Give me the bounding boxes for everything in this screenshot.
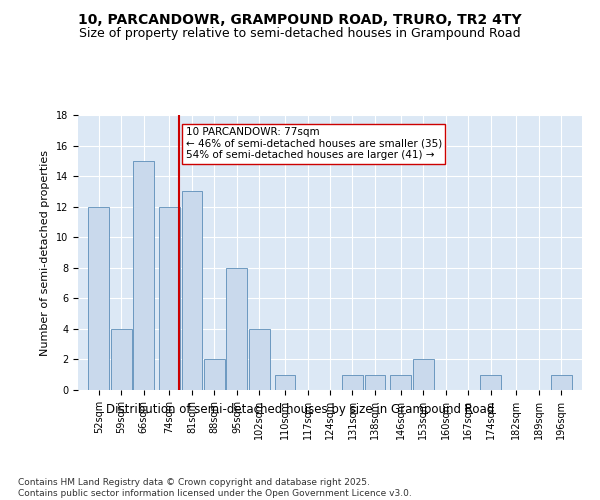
Bar [342,374,363,390]
Y-axis label: Number of semi-detached properties: Number of semi-detached properties [40,150,50,356]
Bar [226,268,247,390]
Bar [365,374,385,390]
Text: Distribution of semi-detached houses by size in Grampound Road: Distribution of semi-detached houses by … [106,402,494,415]
Bar [480,374,501,390]
Bar [182,192,202,390]
Bar [204,360,225,390]
Text: Size of property relative to semi-detached houses in Grampound Road: Size of property relative to semi-detach… [79,28,521,40]
Bar [88,206,109,390]
Text: 10 PARCANDOWR: 77sqm
← 46% of semi-detached houses are smaller (35)
54% of semi-: 10 PARCANDOWR: 77sqm ← 46% of semi-detac… [185,127,442,160]
Text: 10, PARCANDOWR, GRAMPOUND ROAD, TRURO, TR2 4TY: 10, PARCANDOWR, GRAMPOUND ROAD, TRURO, T… [78,12,522,26]
Text: Contains HM Land Registry data © Crown copyright and database right 2025.
Contai: Contains HM Land Registry data © Crown c… [18,478,412,498]
Bar [390,374,411,390]
Bar [159,206,180,390]
Bar [275,374,295,390]
Bar [111,329,132,390]
Bar [551,374,572,390]
Bar [413,360,434,390]
Bar [133,161,154,390]
Bar [249,329,270,390]
